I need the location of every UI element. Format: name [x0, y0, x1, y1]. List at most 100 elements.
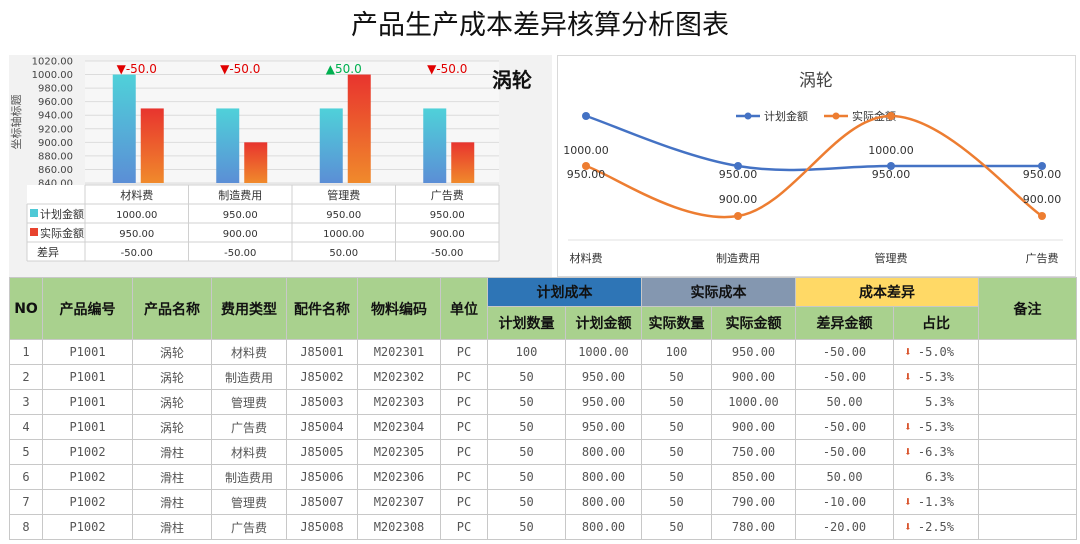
data-point: [734, 162, 742, 170]
x-tick-label: 制造费用: [218, 188, 262, 202]
data-label: 50.00: [329, 248, 358, 259]
cell-ratio: 5.3%: [893, 389, 979, 415]
header-act-amt: 实际金额: [711, 306, 796, 340]
cell-material-code: M202305: [357, 439, 441, 465]
table-row: 5 P1002 滑柱 材料费 J85005 M202305 PC 50 800.00 50 750.…: [9, 439, 1077, 465]
down-arrow-icon: ⬇: [904, 494, 912, 510]
plan-series-line: [585, 114, 1042, 172]
cell-ratio: ⬇ -5.0%: [893, 339, 979, 365]
cell-part-name: J85002: [286, 364, 358, 390]
cell-plan-amt: 800.00: [565, 439, 642, 465]
cell-ratio: 6.3%: [893, 464, 979, 490]
cell-no: 3: [9, 389, 43, 415]
header-product-name: 产品名称: [132, 277, 212, 340]
header-plan-group: 计划成本: [487, 277, 642, 307]
cell-plan-qty: 50: [487, 414, 566, 440]
cell-act-qty: 100: [641, 339, 712, 365]
legend-label: 计划金额: [40, 207, 84, 221]
cell-no: 6: [9, 464, 43, 490]
cell-product-code: P1002: [42, 464, 133, 490]
cell-product-code: P1002: [42, 439, 133, 465]
table-row: 4 P1001 涡轮 广告费 J85004 M202304 PC 50 950.00 50 900.…: [9, 414, 1077, 440]
cell-part-name: J85005: [286, 439, 358, 465]
cell-act-qty: 50: [641, 414, 712, 440]
data-label: 1000.00: [563, 144, 609, 157]
cell-product-name: 滑柱: [132, 514, 212, 540]
cell-remark: [978, 339, 1077, 365]
data-label: 1000.00: [116, 210, 157, 221]
header-remark: 备注: [978, 277, 1077, 340]
cell-plan-amt: 1000.00: [565, 339, 642, 365]
cell-part-name: J85006: [286, 464, 358, 490]
y-tick-label: 900.00: [38, 138, 73, 149]
cell-material-code: M202307: [357, 489, 441, 515]
data-label: 950.00: [119, 229, 154, 240]
cost-table: NO 产品编号 产品名称 费用类型 配件名称 物料编码 单位 计划成本 实际成本…: [9, 277, 1077, 540]
ratio-value: 5.3%: [925, 395, 954, 409]
cell-unit: PC: [440, 439, 488, 465]
y-tick-label: 940.00: [38, 111, 73, 122]
ratio-value: -5.0%: [917, 344, 954, 359]
cell-plan-qty: 50: [487, 439, 566, 465]
data-label: 900.00: [719, 193, 758, 206]
cell-act-amt: 790.00: [711, 489, 796, 515]
y-tick-label: 920.00: [38, 124, 73, 135]
x-tick-label: 管理费: [327, 188, 360, 202]
cell-product-name: 涡轮: [132, 339, 212, 365]
cell-plan-amt: 800.00: [565, 514, 642, 540]
legend-label: 实际金额: [852, 109, 896, 123]
bar-plan: [319, 108, 343, 183]
cell-plan-qty: 50: [487, 489, 566, 515]
header-act-qty: 实际数量: [641, 306, 712, 340]
cell-plan-qty: 50: [487, 464, 566, 490]
cell-product-code: P1001: [42, 414, 133, 440]
cell-no: 8: [9, 514, 43, 540]
data-label: 950.00: [326, 210, 361, 221]
cell-remark: [978, 414, 1077, 440]
ratio-value: -6.3%: [917, 444, 954, 459]
down-arrow-icon: ⬇: [904, 419, 912, 435]
x-tick-label: 广告费: [1026, 252, 1059, 265]
header-no: NO: [9, 277, 43, 340]
bar-chart: 1020.00 1000.00 980.00 960.00 940.00 920.00 90…: [9, 57, 532, 262]
cell-product-name: 涡轮: [132, 414, 212, 440]
table-row: 2 P1001 涡轮 制造费用 J85002 M202302 PC 50 950.00 50 900…: [9, 364, 1077, 390]
cell-plan-qty: 50: [487, 364, 566, 390]
ratio-value: 6.3%: [925, 470, 954, 484]
cell-cost-type: 管理费: [211, 389, 287, 415]
data-label: 950.00: [567, 168, 606, 181]
down-arrow-icon: ⬇: [904, 344, 912, 360]
table-row: 6 P1002 滑柱 制造费用 J85006 M202306 PC 50 800.00 50 850…: [9, 464, 1077, 490]
cell-remark: [978, 364, 1077, 390]
down-arrow-icon: ⬇: [904, 369, 912, 385]
cell-product-name: 滑柱: [132, 464, 212, 490]
bar-plan: [423, 108, 447, 183]
cell-plan-amt: 950.00: [565, 389, 642, 415]
data-label: 1000.00: [323, 229, 364, 240]
header-cost-type: 费用类型: [211, 277, 287, 340]
data-point: [582, 162, 590, 170]
legend-marker: [744, 112, 752, 120]
cell-diff-amt: -50.00: [795, 414, 894, 440]
ratio-value: -5.3%: [917, 369, 954, 384]
cell-ratio: ⬇ -6.3%: [893, 439, 979, 465]
cell-unit: PC: [440, 514, 488, 540]
cell-part-name: J85008: [286, 514, 358, 540]
header-plan-qty: 计划数量: [487, 306, 566, 340]
cell-no: 4: [9, 414, 43, 440]
data-label: -50.00: [121, 248, 153, 259]
ratio-value: -1.3%: [917, 494, 954, 509]
cell-act-amt: 1000.00: [711, 389, 796, 415]
bar-plan: [112, 74, 136, 183]
cell-unit: PC: [440, 464, 488, 490]
cell-material-code: M202303: [357, 389, 441, 415]
line-chart-title: 涡轮: [799, 71, 833, 91]
cell-act-qty: 50: [641, 514, 712, 540]
cell-act-qty: 50: [641, 464, 712, 490]
y-tick-label: 860.00: [38, 165, 73, 176]
cell-ratio: ⬇ -5.3%: [893, 364, 979, 390]
cell-product-code: P1001: [42, 364, 133, 390]
cell-product-code: P1002: [42, 514, 133, 540]
cell-cost-type: 材料费: [211, 439, 287, 465]
